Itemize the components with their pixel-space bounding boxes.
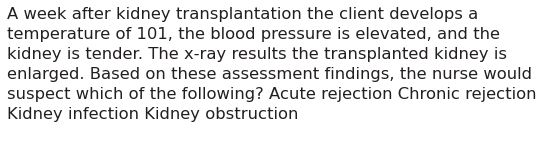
Text: A week after kidney transplantation the client develops a
temperature of 101, th: A week after kidney transplantation the … <box>7 7 537 122</box>
